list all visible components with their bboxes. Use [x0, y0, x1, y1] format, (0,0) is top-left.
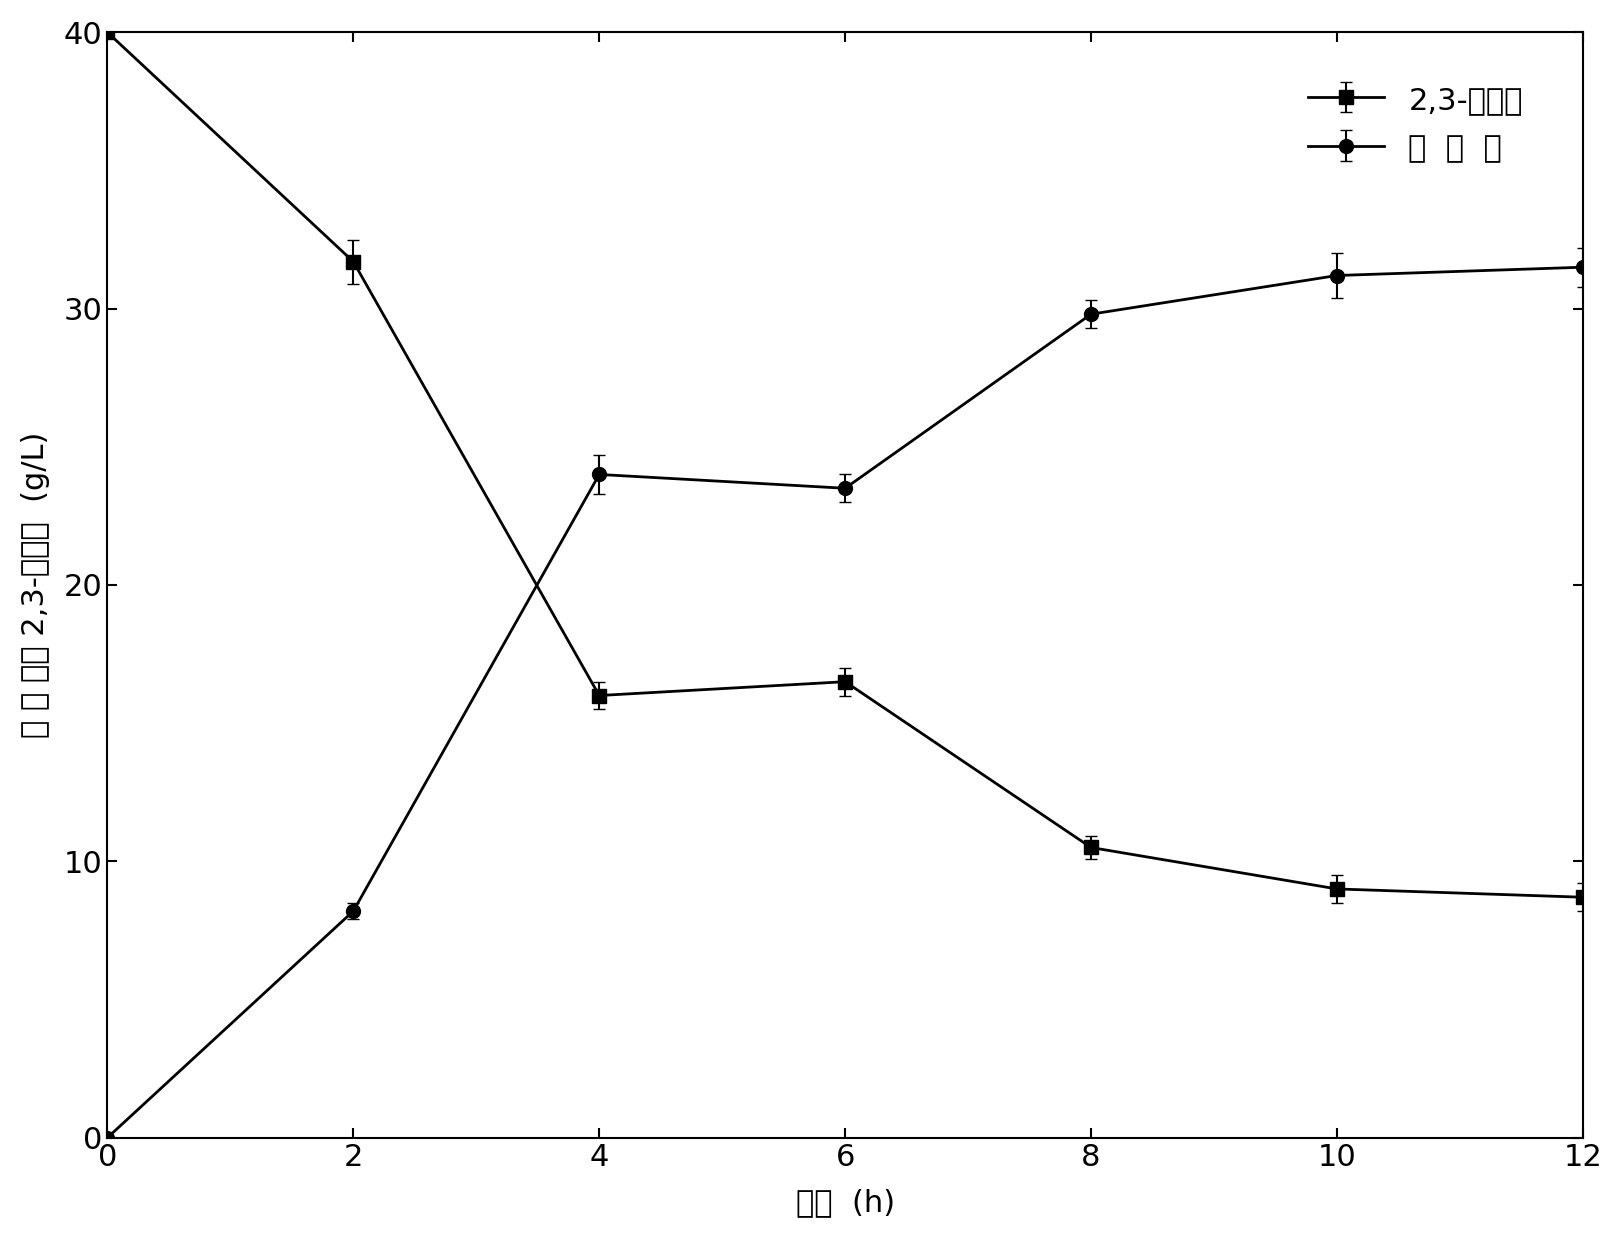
Legend: 2,3-丁二醇, 乙  偶  姻: 2,3-丁二醇, 乙 偶 姻	[1292, 69, 1539, 178]
X-axis label: 时间  (h): 时间 (h)	[795, 1188, 894, 1217]
Y-axis label: 乙 偶 姻和 2,3-丁二醇  (g/L): 乙 偶 姻和 2,3-丁二醇 (g/L)	[21, 432, 50, 738]
